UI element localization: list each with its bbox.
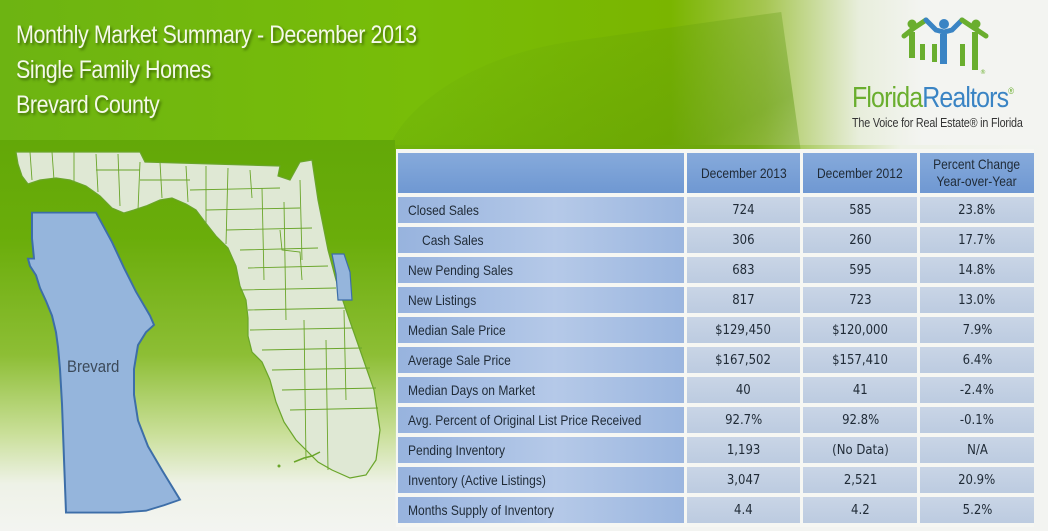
- table-row: Closed Sales 724 585 23.8%: [398, 197, 1034, 223]
- logo-tagline: The Voice for Real Estate® in Florida: [852, 116, 1023, 130]
- row-label-median-sale-price: Median Sale Price: [398, 317, 684, 343]
- cell-dec2012: 92.8%: [803, 407, 918, 433]
- cell-pct-change: 14.8%: [920, 257, 1034, 283]
- market-summary-table-container: December 2013 December 2012 Percent Chan…: [396, 149, 1034, 527]
- cell-pct-change: -0.1%: [920, 407, 1034, 433]
- header-percent-change-line2: Year-over-Year: [936, 173, 1018, 189]
- cell-pct-change: 20.9%: [920, 467, 1034, 493]
- cell-pct-change: 17.7%: [920, 227, 1034, 253]
- cell-dec2012: 585: [803, 197, 918, 223]
- cell-dec2013: 92.7%: [686, 407, 801, 433]
- cell-pct-change: 6.4%: [920, 347, 1034, 373]
- row-label-median-days-on-market: Median Days on Market: [398, 377, 684, 403]
- row-label-cash-sales: Cash Sales: [398, 227, 684, 253]
- cell-pct-change: N/A: [920, 437, 1034, 463]
- county-lines: [29, 151, 379, 471]
- cell-pct-change: 7.9%: [920, 317, 1034, 343]
- houses-people-icon: ®: [901, 17, 989, 76]
- header-december-2013: December 2013: [686, 153, 801, 193]
- cell-dec2013: 683: [686, 257, 801, 283]
- cell-dec2013: 817: [686, 287, 801, 313]
- florida-realtors-logo: ® FloridaRealtors® The Voice for Real Es…: [836, 10, 1046, 130]
- cell-dec2012: 260: [803, 227, 918, 253]
- table-row: Median Sale Price $129,450 $120,000 7.9%: [398, 317, 1034, 343]
- table-row: Median Days on Market 40 41 -2.4%: [398, 377, 1034, 403]
- florida-state-outline: [15, 151, 381, 479]
- cell-pct-change: 23.8%: [920, 197, 1034, 223]
- cell-dec2013: $167,502: [686, 347, 801, 373]
- logo-word-realtors: Realtors: [922, 82, 1009, 114]
- brevard-county-enlarged: [26, 211, 182, 514]
- header-blank-cell: [398, 153, 684, 193]
- table-header-row: December 2013 December 2012 Percent Chan…: [398, 153, 1034, 193]
- cell-dec2013: 1,193: [686, 437, 801, 463]
- cell-dec2013: $129,450: [686, 317, 801, 343]
- logo-word-florida: Florida: [852, 82, 923, 114]
- logo-wordmark: FloridaRealtors®: [852, 82, 1014, 115]
- report-title: Monthly Market Summary - December 2013: [16, 21, 417, 49]
- table-row: Average Sale Price $167,502 $157,410 6.4…: [398, 347, 1034, 373]
- cell-dec2013: 724: [686, 197, 801, 223]
- cell-dec2012: 41: [803, 377, 918, 403]
- cell-dec2012: 4.2: [803, 497, 918, 523]
- cell-dec2012: 595: [803, 257, 918, 283]
- table-row: New Pending Sales 683 595 14.8%: [398, 257, 1034, 283]
- registered-mark: ®: [1008, 86, 1014, 96]
- cell-dec2012: 2,521: [803, 467, 918, 493]
- market-summary-table: December 2013 December 2012 Percent Chan…: [395, 149, 1037, 527]
- row-label-new-listings: New Listings: [398, 287, 684, 313]
- row-label-new-pending-sales: New Pending Sales: [398, 257, 684, 283]
- cell-dec2013: 40: [686, 377, 801, 403]
- table-row: Months Supply of Inventory 4.4 4.2 5.2%: [398, 497, 1034, 523]
- table-row: New Listings 817 723 13.0%: [398, 287, 1034, 313]
- florida-county-map: [15, 151, 381, 514]
- property-type-subtitle: Single Family Homes: [16, 56, 211, 84]
- header-percent-change: Percent Change Year-over-Year: [920, 153, 1034, 193]
- svg-text:®: ®: [980, 69, 986, 76]
- brevard-map-label: Brevard: [67, 357, 120, 376]
- cell-dec2012: 723: [803, 287, 918, 313]
- table-row: Avg. Percent of Original List Price Rece…: [398, 407, 1034, 433]
- cell-pct-change: -2.4%: [920, 377, 1034, 403]
- row-label-average-sale-price: Average Sale Price: [398, 347, 684, 373]
- cell-dec2012: (No Data): [803, 437, 918, 463]
- cell-pct-change: 13.0%: [920, 287, 1034, 313]
- row-label-avg-pct-list-price: Avg. Percent of Original List Price Rece…: [398, 407, 684, 433]
- table-row: Inventory (Active Listings) 3,047 2,521 …: [398, 467, 1034, 493]
- row-label-months-supply: Months Supply of Inventory: [398, 497, 684, 523]
- brevard-county-small: [331, 253, 353, 301]
- header-december-2012: December 2012: [803, 153, 918, 193]
- cell-dec2013: 306: [686, 227, 801, 253]
- header-background: [0, 0, 1048, 145]
- row-label-pending-inventory: Pending Inventory: [398, 437, 684, 463]
- row-label-closed-sales: Closed Sales: [398, 197, 684, 223]
- cell-dec2013: 4.4: [686, 497, 801, 523]
- cell-dec2012: $157,410: [803, 347, 918, 373]
- table-row: Pending Inventory 1,193 (No Data) N/A: [398, 437, 1034, 463]
- row-label-inventory-active-listings: Inventory (Active Listings): [398, 467, 684, 493]
- cell-dec2013: 3,047: [686, 467, 801, 493]
- cell-dec2012: $120,000: [803, 317, 918, 343]
- cell-pct-change: 5.2%: [920, 497, 1034, 523]
- report-titles: Monthly Market Summary - December 2013 S…: [16, 18, 482, 123]
- header-percent-change-line1: Percent Change: [933, 156, 1021, 172]
- county-subtitle: Brevard County: [16, 91, 160, 119]
- table-row: Cash Sales 306 260 17.7%: [398, 227, 1034, 253]
